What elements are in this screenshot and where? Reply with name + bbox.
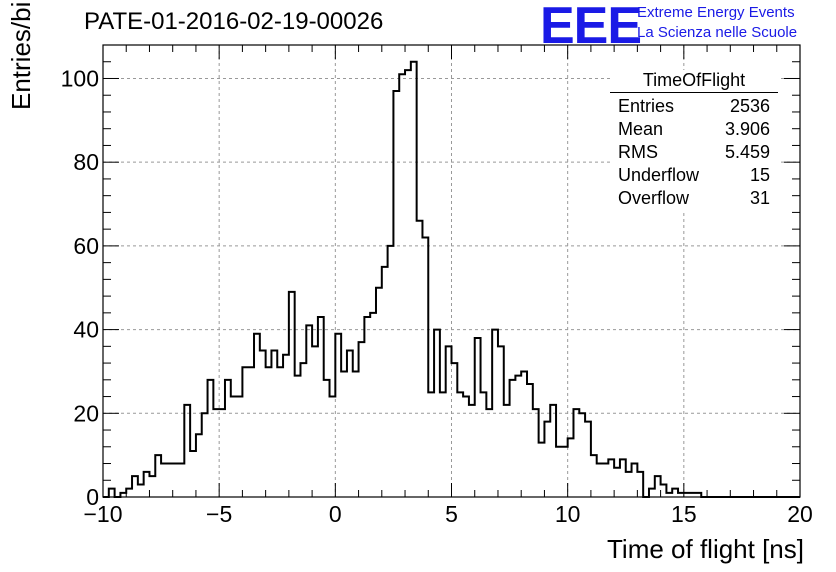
- x-axis-label: Time of flight [ns]: [607, 534, 804, 564]
- stats-value: 5.459: [724, 142, 770, 162]
- stats-value: 2536: [729, 96, 770, 116]
- stats-label: Underflow: [618, 165, 700, 185]
- grid-lines: [103, 45, 800, 497]
- y-tick-label: 0: [86, 484, 99, 510]
- stats-row-entries: Entries 2536: [610, 95, 778, 118]
- histogram-line: [103, 60, 800, 498]
- stats-value: 15: [749, 165, 770, 185]
- stats-value: 3.906: [724, 119, 770, 139]
- y-tick-label: 60: [73, 233, 99, 259]
- y-tick-label: 40: [73, 317, 99, 343]
- x-tick-label: −5: [206, 501, 232, 527]
- x-tick-label: 15: [671, 501, 697, 527]
- chart-title: PATE-01-2016-02-19-00026: [84, 8, 384, 35]
- stats-row-rms: RMS 5.459: [610, 141, 778, 164]
- logo-line-1: Extreme Energy Events: [637, 4, 795, 21]
- stats-label: Entries: [618, 96, 675, 116]
- stats-title: TimeOfFlight: [610, 70, 778, 93]
- x-tick-label: 20: [787, 501, 813, 527]
- y-tick-label: 100: [61, 65, 99, 91]
- axes: −10 −5 0 5 10 15 20 0 20 40 60 80 100: [61, 44, 813, 527]
- logo-line-2: La Scienza nelle Scuole: [637, 24, 798, 41]
- x-tick-label: 10: [555, 501, 581, 527]
- stats-row-mean: Mean 3.906: [610, 118, 778, 141]
- stats-row-overflow: Overflow 31: [610, 187, 778, 210]
- eee-logo: EEE: [540, 0, 642, 55]
- stats-value: 31: [749, 188, 770, 208]
- x-tick-label: 0: [329, 501, 342, 527]
- stats-box: TimeOfFlight Entries 2536 Mean 3.906 RMS…: [610, 70, 778, 210]
- y-axis-label: Entries/bin: [6, 0, 36, 110]
- y-tick-label: 80: [73, 149, 99, 175]
- y-tick-label: 20: [73, 400, 99, 426]
- x-tick-label: −10: [83, 501, 122, 527]
- histogram-series: [103, 60, 800, 498]
- stats-label: Mean: [618, 119, 664, 139]
- stats-label: RMS: [618, 142, 658, 162]
- logo-caption: Extreme Energy Events La Scienza nelle S…: [637, 3, 797, 43]
- stats-row-underflow: Underflow 15: [610, 164, 778, 187]
- stats-label: Overflow: [618, 188, 690, 208]
- x-tick-label: 5: [445, 501, 458, 527]
